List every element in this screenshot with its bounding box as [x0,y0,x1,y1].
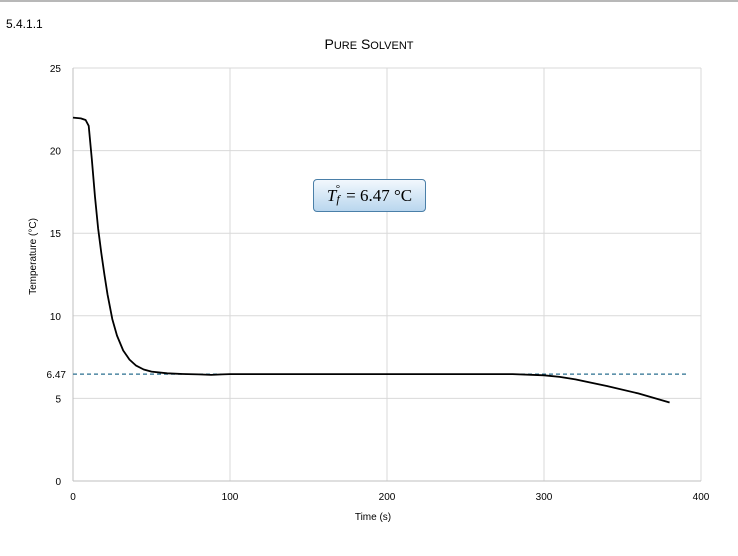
annotation-subscript: f [336,192,340,206]
temperature-series-line [72,116,670,404]
chart-grid [73,67,702,481]
y-tick-label: 0 [55,477,61,488]
y-tick-label: 20 [50,147,62,158]
x-tick-label: 300 [536,492,553,503]
x-tick-label: 400 [693,492,710,503]
top-rule [0,0,738,2]
x-axis-title: Time (s) [355,512,391,523]
y-extra-tick-label: 6.47 [47,370,67,381]
y-tick-label: 25 [50,64,62,75]
x-tick-label: 0 [70,492,76,503]
annotation-symbol: T [326,185,337,205]
section-number: 5.4.1.1 [6,17,43,31]
y-tick-label: 10 [50,312,62,323]
x-tick-label: 200 [379,492,396,503]
y-tick-label: 5 [55,394,61,405]
chart-labels: 0 100 200 300 400 0 5 10 15 20 25 6.47 Time (s) Tempe… [28,36,710,523]
y-axis-title: Temperature (°C) [28,218,39,295]
annotation-degree: ° [335,182,341,195]
chart-axes [72,68,701,482]
y-tick-label: 15 [50,229,62,240]
annotation-value: = 6.47 °C [346,185,413,205]
x-tick-label: 100 [222,492,239,503]
chart-title: PURE SOLVENT [324,36,413,52]
chart-marks [72,116,686,404]
